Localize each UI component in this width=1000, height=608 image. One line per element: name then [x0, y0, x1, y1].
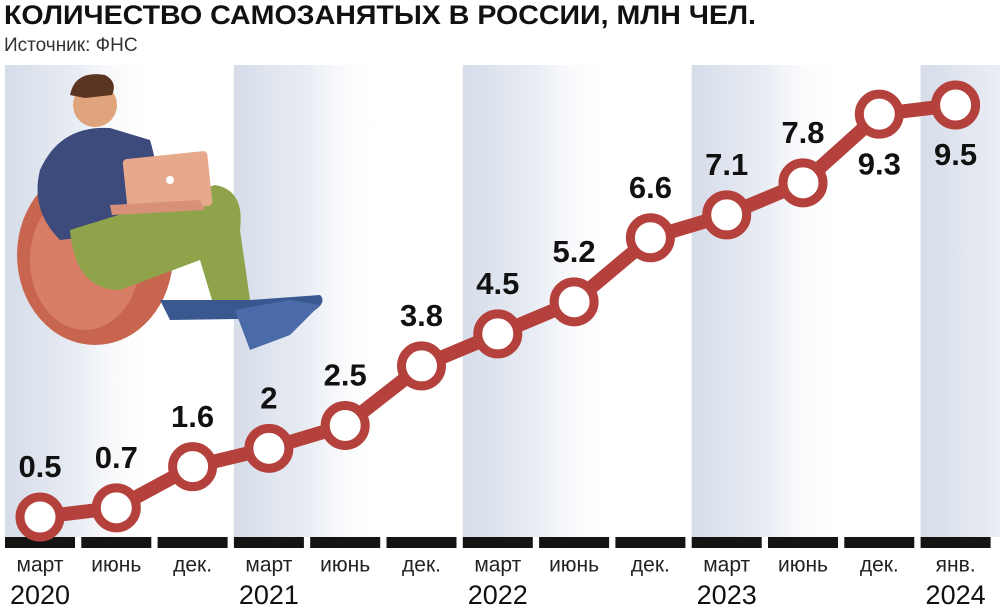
data-point [549, 277, 599, 327]
base-bar [844, 537, 915, 548]
data-point [15, 492, 65, 542]
data-label: 3.8 [400, 298, 443, 333]
data-point [91, 483, 141, 533]
data-point [473, 309, 523, 359]
x-tick-label: дек. [631, 554, 670, 577]
data-label: 9.3 [858, 146, 901, 181]
chart-subtitle: Источник: ФНС [4, 35, 138, 56]
data-label: 6.6 [629, 170, 672, 205]
data-label: 0.5 [18, 449, 61, 484]
data-label: 4.5 [476, 266, 519, 301]
x-tick-label: дек. [402, 554, 441, 577]
data-point [397, 341, 446, 391]
x-tick-label: июнь [91, 554, 141, 577]
year-label: 2024 [926, 580, 986, 608]
base-bar [615, 537, 686, 548]
data-label: 5.2 [553, 234, 596, 269]
base-bar [920, 537, 991, 548]
base-bar [157, 537, 228, 548]
data-label: 9.5 [934, 137, 977, 172]
data-label: 0.7 [95, 440, 138, 475]
x-tick-label: июнь [320, 554, 370, 577]
base-bar [233, 537, 304, 548]
x-tick-label: дек. [860, 554, 899, 577]
data-point [778, 158, 828, 208]
data-point [320, 400, 370, 450]
data-label: 1.6 [171, 399, 214, 434]
year-label: 2022 [468, 580, 528, 608]
chart-title: КОЛИЧЕСТВО САМОЗАНЯТЫХ В РОССИИ, МЛН ЧЕЛ… [4, 0, 756, 30]
data-point [854, 89, 904, 139]
data-point [168, 442, 218, 492]
base-bar [310, 537, 381, 548]
year-band [920, 65, 1000, 537]
data-point [625, 213, 675, 263]
x-tick-label: март [17, 554, 64, 577]
base-bar [5, 537, 75, 548]
year-label: 2021 [239, 580, 299, 608]
x-tick-label: июнь [549, 554, 599, 577]
base-bar [386, 537, 457, 548]
year-label: 2023 [697, 580, 757, 608]
data-label: 7.1 [705, 147, 748, 182]
data-point [702, 190, 752, 240]
x-tick-label: март [703, 554, 750, 577]
x-tick-label: июнь [778, 554, 828, 577]
x-tick-label: март [245, 554, 292, 577]
x-tick-label: дек. [173, 554, 212, 577]
data-point [931, 80, 981, 130]
x-tick-label: янв. [936, 554, 976, 577]
base-bar [768, 537, 838, 548]
base-bar [462, 537, 533, 548]
base-bar [81, 537, 152, 548]
year-band [691, 65, 842, 537]
x-tick-label: март [474, 554, 521, 577]
illustration [17, 74, 323, 350]
base-bar [539, 537, 610, 548]
data-label: 7.8 [781, 115, 824, 150]
data-point [244, 423, 294, 473]
data-label: 2 [260, 381, 277, 416]
data-label: 2.5 [324, 358, 367, 393]
base-bar [691, 537, 762, 548]
year-label: 2020 [10, 580, 70, 608]
